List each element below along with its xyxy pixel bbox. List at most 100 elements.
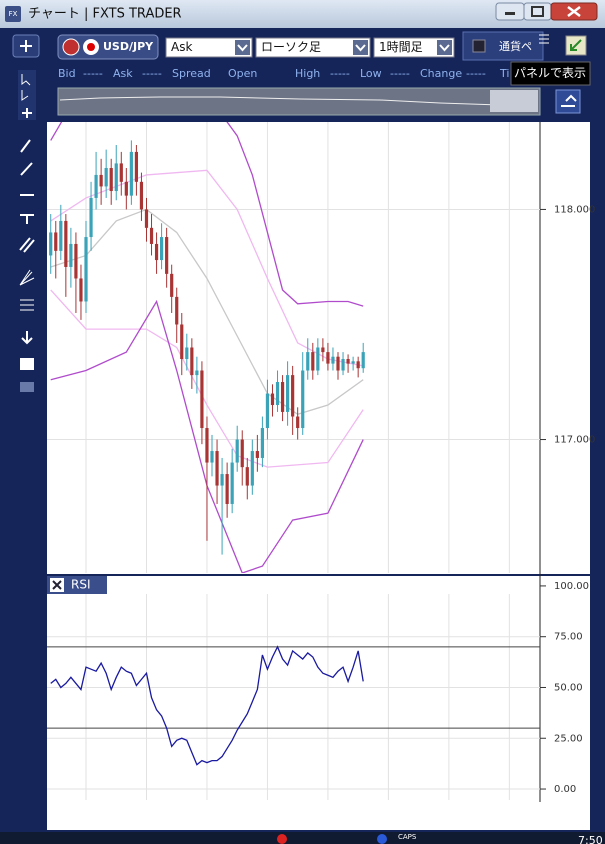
candle-body <box>180 324 184 360</box>
symbol: USD/JPY <box>103 40 154 53</box>
channel-tool[interactable] <box>19 237 35 253</box>
candle-body <box>331 356 335 364</box>
y-tick-label: 50.00 <box>554 682 583 693</box>
us-flag <box>62 38 80 56</box>
crosshair-tool[interactable] <box>21 90 29 101</box>
tray-icon <box>277 834 287 844</box>
navigator-thumb[interactable] <box>490 90 538 112</box>
info-item: ----- <box>83 67 103 80</box>
list-tool[interactable] <box>20 358 34 370</box>
band-line <box>50 122 364 307</box>
candle-body <box>321 347 325 353</box>
navigator[interactable] <box>57 87 541 116</box>
candle-body <box>94 174 98 198</box>
timeframe: 1時間足 <box>379 40 423 54</box>
info-item: High <box>295 67 320 80</box>
info-item: ----- <box>142 67 162 80</box>
info-item: Bid <box>58 67 76 80</box>
candle-body <box>286 375 290 412</box>
price-side: Ask <box>171 40 192 54</box>
info-item: Spread <box>172 67 211 80</box>
minimize-button[interactable] <box>495 2 525 21</box>
candle-body <box>49 232 53 256</box>
navigator-line <box>59 96 536 107</box>
pan-tool[interactable] <box>22 108 32 118</box>
tray-icon <box>377 834 387 844</box>
candle-body <box>195 370 199 376</box>
candle-body <box>119 163 123 182</box>
candle-body <box>185 347 189 360</box>
chart-type: ローソク足 <box>261 40 321 54</box>
navigator-button[interactable] <box>555 89 581 114</box>
candle-body <box>79 278 83 302</box>
candle-body <box>275 382 280 406</box>
cursor-tool[interactable] <box>21 74 31 86</box>
info-item: ----- <box>390 67 410 80</box>
menu-icon <box>539 34 549 44</box>
maximize-icon <box>531 6 544 17</box>
price-side-select[interactable] <box>165 37 253 58</box>
info-item: Low <box>360 67 382 80</box>
band-line <box>50 208 364 415</box>
candle-body <box>351 361 355 364</box>
navigator-icon <box>561 94 577 107</box>
y-tick-label: 25.00 <box>554 733 583 744</box>
dropdown-arrow-icon <box>237 44 248 52</box>
symbol-button[interactable] <box>57 34 159 60</box>
candle-body <box>361 352 365 369</box>
line-tool[interactable] <box>20 162 33 176</box>
candle-body <box>306 352 310 371</box>
app-icon <box>5 6 21 22</box>
info-item: Open <box>228 67 257 80</box>
dropdown-arrow <box>353 40 368 55</box>
candle-body <box>175 296 179 325</box>
candle-body <box>356 361 360 369</box>
candle-body <box>165 237 169 274</box>
candle-body <box>311 352 315 371</box>
candle-body <box>336 356 340 371</box>
y-tick-label: 117.000 <box>554 435 595 446</box>
info-item: Change <box>420 67 462 80</box>
candle-body <box>99 174 103 187</box>
timeframe-select[interactable] <box>373 37 455 58</box>
clock: 7:50 <box>578 834 603 844</box>
candle-body <box>250 451 254 486</box>
candle-body <box>215 451 219 486</box>
chart-type-select[interactable] <box>255 37 371 58</box>
trendline-tool[interactable] <box>20 139 31 153</box>
candle-body <box>139 181 144 210</box>
maximize-button[interactable] <box>523 2 552 21</box>
download-tool[interactable] <box>21 331 33 345</box>
tab-checkbox[interactable] <box>472 39 486 53</box>
candle-body <box>346 359 350 364</box>
y-tick-label: 75.00 <box>554 632 583 643</box>
camera-tool[interactable] <box>20 382 34 392</box>
candle-body <box>341 359 345 371</box>
info-item: ----- <box>466 67 486 80</box>
candle-body <box>190 347 194 376</box>
candle-body <box>170 273 174 297</box>
vline-tool[interactable] <box>20 214 34 224</box>
candle-body <box>326 352 330 364</box>
candle-body <box>74 243 78 279</box>
candle-body <box>301 370 305 429</box>
candle-body <box>240 439 244 468</box>
candle-body <box>134 151 139 182</box>
candle-body <box>160 237 164 261</box>
candle-body <box>59 220 63 251</box>
time-axis <box>47 802 590 830</box>
fan-tool[interactable] <box>19 269 35 286</box>
app-icon-text: FX <box>9 10 18 18</box>
candle-body <box>296 416 300 429</box>
candle-body <box>69 243 73 267</box>
jp-flag-sun <box>87 43 95 51</box>
candle-body <box>205 428 209 463</box>
candle-body <box>225 474 229 504</box>
panel-icon <box>570 39 582 51</box>
info-row: Bid ----- Ask ----- Spread Open High ----- Low --… <box>58 67 509 80</box>
plot-area <box>47 594 540 800</box>
candle-body <box>316 347 320 371</box>
fib-tool[interactable] <box>20 299 34 311</box>
rsi-close-icon <box>52 580 62 590</box>
